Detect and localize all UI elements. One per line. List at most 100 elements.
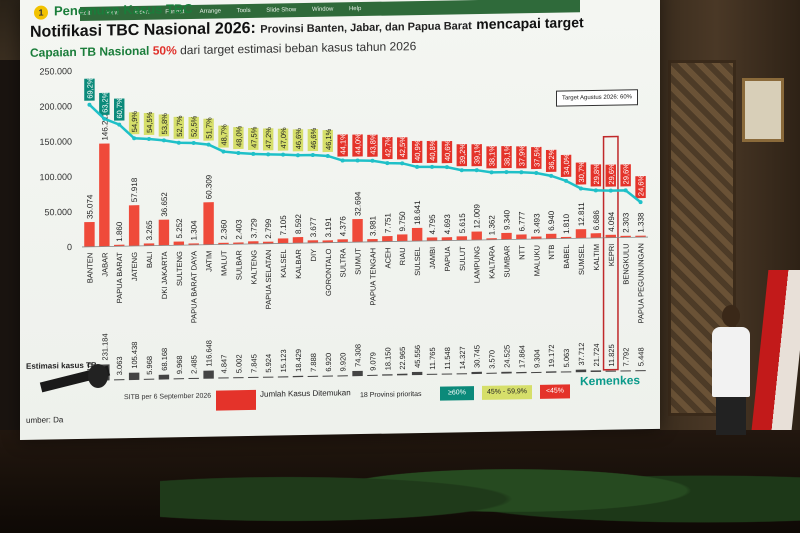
pct-box	[322, 129, 333, 153]
category-label: MALUKU	[532, 245, 541, 276]
pct-point	[310, 153, 315, 158]
found-value-label: 9.340	[503, 209, 512, 230]
found-value-label: 57.918	[130, 177, 139, 202]
pct-point	[266, 152, 271, 157]
pct-label: 69,2%	[85, 77, 94, 99]
pct-box	[382, 137, 393, 160]
target-note: Target Agustus 2026: 60%	[556, 89, 638, 107]
category-label: SULTENG	[175, 251, 184, 286]
estimate-value-label: 9.079	[368, 352, 377, 371]
pct-point	[221, 149, 226, 154]
found-value-label: 2.799	[264, 218, 273, 239]
estimate-bar	[590, 370, 602, 373]
found-value-label: 1.860	[115, 221, 124, 242]
x-axis	[82, 236, 648, 248]
category-label: JAMBI	[428, 247, 437, 269]
pct-label: 60,7%	[115, 97, 124, 119]
estimate-bar	[382, 374, 393, 376]
estimate-bar	[277, 376, 289, 378]
pct-box	[277, 128, 289, 151]
pct-box	[605, 164, 616, 187]
estimate-bar	[516, 371, 527, 374]
found-bar	[262, 241, 274, 244]
pct-label: 46,6%	[309, 127, 318, 149]
presenter-shirt	[712, 327, 750, 397]
pct-point	[251, 151, 256, 156]
stage-plants	[160, 448, 800, 533]
found-bar	[411, 227, 423, 242]
category-label: NTT	[517, 245, 526, 260]
estimate-value-label: 15.123	[279, 349, 288, 372]
y-tick-label: 200.000	[39, 101, 72, 112]
found-bar	[158, 219, 170, 246]
found-value-label: 36.652	[160, 192, 169, 217]
category-label: SUMSEL	[577, 244, 586, 275]
estimate-value-label: 9.304	[532, 349, 541, 368]
pct-label: 30,7%	[577, 161, 586, 183]
estimate-bar	[486, 372, 497, 374]
pct-point	[400, 161, 405, 166]
estimate-value-label: 5.924	[264, 354, 273, 373]
estimate-value-label: 30.745	[473, 345, 482, 368]
pct-point	[608, 188, 613, 193]
wall-portrait	[742, 78, 784, 142]
pct-point	[147, 136, 152, 141]
category-label: BANTEN	[85, 253, 94, 284]
found-bar	[441, 237, 453, 241]
pct-point	[385, 161, 390, 166]
pct-label: 40,6%	[443, 139, 452, 161]
estimate-value-label: 5.002	[234, 354, 243, 373]
pct-label: 40,8%	[428, 139, 437, 161]
estimate-bar	[262, 376, 274, 378]
category-label: JABAR	[100, 252, 109, 277]
pct-point	[564, 178, 569, 183]
category-label: SUMUT	[354, 248, 363, 275]
estimate-bar	[248, 376, 259, 379]
pct-label: 46,1%	[324, 128, 333, 150]
y-tick-label: 50.000	[44, 207, 72, 217]
pct-box	[545, 149, 557, 172]
legend-high: ≥60%	[440, 386, 474, 401]
estimate-bar	[531, 371, 542, 374]
category-label: NTB	[547, 245, 556, 260]
pct-label: 42,7%	[383, 135, 392, 157]
estimate-value-label: 3.570	[488, 350, 497, 369]
estimate-bar	[352, 370, 363, 377]
found-bar	[99, 143, 110, 247]
category-label: DKI JAKARTA	[160, 251, 169, 299]
category-label: SULBAR	[234, 250, 243, 281]
pct-label: 36,2%	[547, 148, 556, 170]
y-tick-label: 150.000	[39, 136, 72, 147]
estimate-value-label: 18.429	[294, 349, 303, 372]
estimate-bar	[411, 371, 423, 376]
mic-head	[88, 364, 108, 388]
pct-box	[248, 127, 259, 151]
found-value-label: 1.810	[562, 213, 571, 234]
pct-label: 44,1%	[339, 133, 348, 155]
pct-point	[161, 138, 166, 143]
pct-box	[620, 164, 631, 187]
microphone-stand	[39, 360, 111, 420]
found-value-label: 1.362	[488, 215, 497, 236]
pct-box	[262, 128, 274, 151]
found-bar	[501, 232, 512, 240]
pct-box	[531, 146, 542, 170]
estimate-bar	[114, 379, 125, 381]
found-bar	[456, 236, 468, 241]
pct-point	[415, 164, 420, 169]
pct-label: 37,5%	[532, 145, 541, 167]
estimate-value-label: 5.968	[145, 356, 154, 375]
pct-box	[158, 114, 170, 137]
pct-point	[444, 165, 449, 170]
presenter-legs	[716, 397, 746, 435]
pct-box	[560, 154, 572, 177]
pct-box	[456, 144, 468, 167]
category-label: PAPUA BARAT	[115, 252, 124, 304]
pct-point	[578, 186, 583, 191]
found-bar	[84, 222, 95, 247]
pct-label: 29,6%	[622, 163, 631, 185]
found-value-label: 3.981	[368, 215, 377, 236]
category-label: BENGKULU	[622, 243, 631, 284]
pct-label: 47,0%	[279, 127, 288, 149]
found-bar	[605, 234, 616, 238]
